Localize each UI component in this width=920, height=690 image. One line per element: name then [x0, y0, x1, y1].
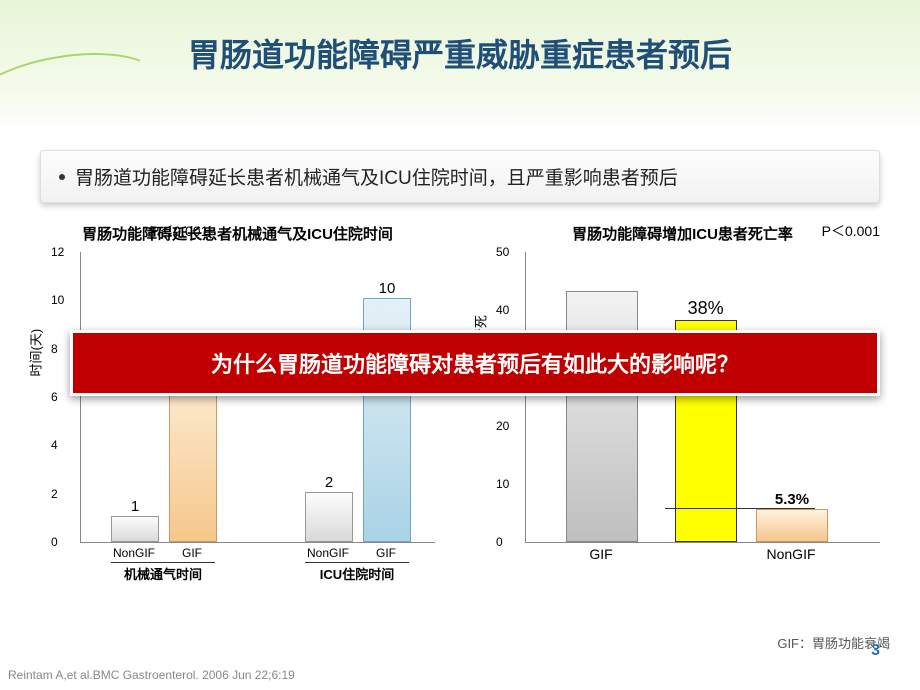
page-number: 3 — [871, 642, 880, 660]
page-title: 胃肠道功能障碍严重威胁重症患者预后 — [0, 30, 920, 76]
overlay-callout: 为什么胃肠道功能障碍对患者预后有如此大的影响呢？ — [70, 330, 880, 396]
bar-pct: 5.3% — [775, 491, 809, 508]
reference-text: Reintam A,et al.BMC Gastroenterol. 2006 … — [8, 668, 295, 682]
ytick: 40 — [496, 303, 509, 317]
bar: 5.3% — [756, 509, 828, 542]
ytick: 0 — [51, 535, 58, 549]
x-group: 机械通气时间 — [124, 564, 202, 583]
ytick: 6 — [51, 390, 58, 404]
ytick: 2 — [51, 487, 58, 501]
summary-text: 胃肠道功能障碍延长患者机械通气及ICU住院时间，且严重影响患者预后 — [75, 168, 678, 189]
summary-box: 胃肠道功能障碍延长患者机械通气及ICU住院时间，且严重影响患者预后 — [40, 150, 880, 203]
x-tick: NonGIF — [307, 546, 349, 560]
bar: 2 — [305, 492, 353, 542]
ytick: 12 — [51, 245, 64, 259]
x-tick: NonGIF — [766, 546, 815, 562]
ytick: 4 — [51, 438, 58, 452]
ytick: 10 — [496, 477, 509, 491]
ytick: 20 — [496, 419, 509, 433]
x-tick: GIF — [182, 546, 202, 560]
bar-value: 2 — [325, 474, 333, 491]
chart-left-ylabel: 时间(天) — [26, 329, 45, 377]
bar-value: 1 — [131, 498, 139, 515]
highlight-label: 38% — [688, 298, 724, 319]
chart-right-pvalue: P＜0.001 — [822, 221, 880, 241]
chart-left-title: 胃肠功能障碍延长患者机械通气及ICU住院时间 — [30, 223, 445, 244]
x-tick: NonGIF — [113, 546, 155, 560]
chart-left-pvalue: P＜0.001 — [150, 221, 208, 241]
x-group: ICU住院时间 — [320, 564, 394, 583]
ytick: 10 — [51, 293, 64, 307]
ytick: 0 — [496, 535, 503, 549]
x-tick: GIF — [589, 546, 612, 562]
ytick: 50 — [496, 245, 509, 259]
x-tick: GIF — [376, 546, 396, 560]
bar: 1 — [111, 516, 159, 542]
bar — [566, 291, 638, 542]
ytick: 8 — [51, 342, 58, 356]
bullet-dot — [59, 174, 65, 180]
bar-value: 10 — [379, 280, 396, 297]
